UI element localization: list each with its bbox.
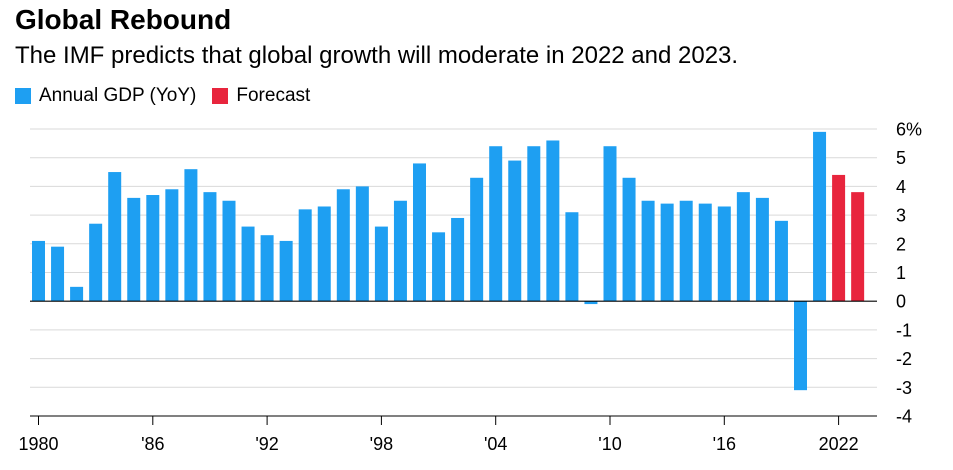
- bar-annual-gdp: [184, 169, 198, 302]
- x-tick-label: 2022: [819, 434, 859, 454]
- x-tick-label: '04: [484, 434, 507, 454]
- bar-annual-gdp: [794, 301, 807, 391]
- bar-annual-gdp: [527, 146, 541, 302]
- bar-annual-gdp: [70, 286, 84, 302]
- y-tick-label: -1: [896, 320, 912, 340]
- bar-annual-gdp: [165, 189, 179, 302]
- y-tick-label: 3: [896, 206, 906, 226]
- bar-annual-gdp: [717, 206, 731, 302]
- bar-annual-gdp: [32, 240, 45, 302]
- x-tick-label: 1980: [18, 434, 58, 454]
- bar-annual-gdp: [222, 200, 236, 302]
- bar-annual-gdp: [317, 206, 331, 302]
- bar-annual-gdp: [413, 163, 426, 302]
- legend-swatch-annual-gdp: [15, 88, 31, 104]
- bar-forecast: [832, 174, 846, 302]
- bar-annual-gdp: [146, 195, 160, 302]
- bar-forecast: [851, 192, 865, 302]
- bar-annual-gdp: [774, 220, 788, 302]
- y-tick-label: -4: [896, 407, 912, 427]
- y-tick-label: 5: [896, 148, 906, 168]
- bar-annual-gdp: [508, 160, 522, 302]
- bar-annual-gdp: [470, 177, 484, 302]
- legend-swatch-forecast: [212, 88, 229, 104]
- bar-annual-gdp: [336, 189, 350, 302]
- chart-legend: Annual GDP (YoY) Forecast: [15, 84, 326, 108]
- bar-annual-gdp: [241, 226, 255, 302]
- chart-title: Global Rebound: [15, 4, 232, 35]
- y-tick-label: 2: [896, 234, 906, 254]
- bar-annual-gdp: [565, 212, 579, 302]
- y-tick-label: -2: [896, 349, 912, 369]
- bar-annual-gdp: [298, 209, 312, 302]
- bar-annual-gdp: [393, 200, 407, 302]
- legend-label-annual-gdp: Annual GDP (YoY): [39, 85, 197, 106]
- x-tick-label: '16: [713, 434, 736, 454]
- bar-annual-gdp: [813, 131, 827, 302]
- bar-annual-gdp: [660, 203, 674, 302]
- y-tick-label: 0: [896, 292, 906, 312]
- bar-annual-gdp: [546, 140, 560, 302]
- bar-annual-gdp: [736, 192, 750, 302]
- y-tick-label: -3: [896, 378, 912, 398]
- x-tick-label: '86: [141, 434, 164, 454]
- bar-annual-gdp: [432, 232, 446, 302]
- bar-annual-gdp: [489, 146, 503, 302]
- bar-annual-gdp: [603, 146, 617, 302]
- bar-annual-gdp: [622, 177, 636, 302]
- bar-annual-gdp: [698, 203, 712, 302]
- bar-annual-gdp: [127, 197, 141, 302]
- y-tick-label: 6%: [896, 120, 922, 140]
- bar-annual-gdp: [260, 235, 274, 302]
- legend-item-forecast: Forecast: [212, 85, 310, 107]
- legend-label-forecast: Forecast: [236, 85, 311, 106]
- bar-annual-gdp: [584, 301, 598, 305]
- x-tick-label: '98: [370, 434, 393, 454]
- legend-item-annual-gdp: Annual GDP (YoY): [15, 85, 196, 107]
- x-tick-label: '10: [598, 434, 621, 454]
- bar-annual-gdp: [89, 223, 103, 302]
- x-tick-label: '92: [255, 434, 278, 454]
- chart-subtitle: The IMF predicts that global growth will…: [15, 42, 739, 69]
- bar-annual-gdp: [279, 240, 293, 302]
- bar-annual-gdp: [641, 200, 655, 302]
- y-tick-label: 4: [896, 177, 906, 197]
- bar-annual-gdp: [355, 186, 369, 302]
- bar-annual-gdp: [203, 192, 217, 302]
- bar-annual-gdp: [451, 217, 465, 302]
- bar-annual-gdp: [108, 172, 122, 302]
- bar-annual-gdp: [679, 200, 693, 302]
- bar-annual-gdp: [755, 197, 769, 302]
- bar-annual-gdp: [51, 246, 65, 302]
- bar-annual-gdp: [374, 226, 388, 302]
- y-tick-label: 1: [896, 263, 906, 283]
